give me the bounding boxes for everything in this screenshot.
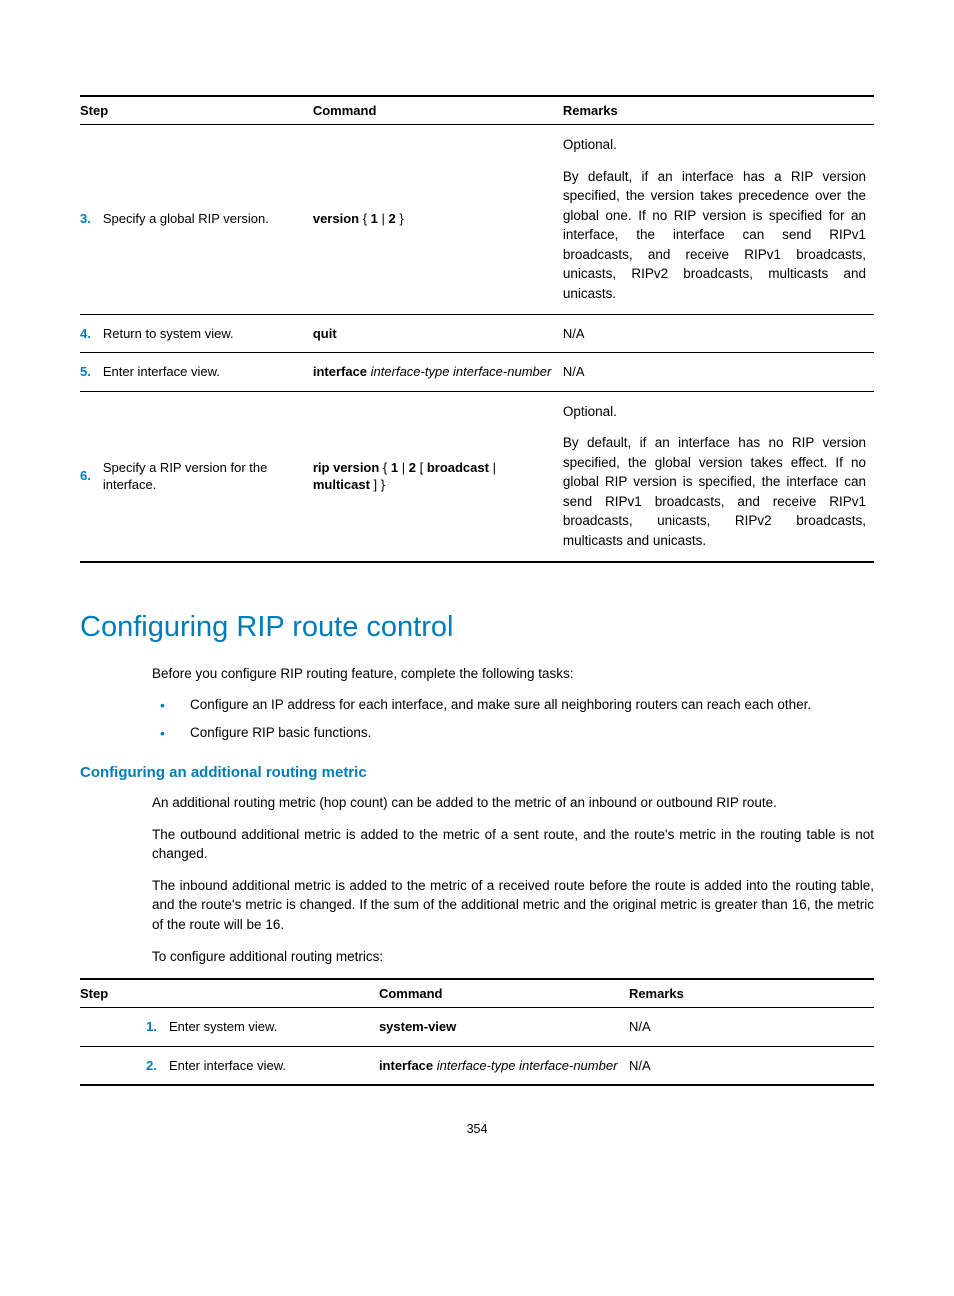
step-remarks: N/A [563, 314, 874, 353]
paragraph: To configure additional routing metrics: [152, 947, 874, 967]
step-description: Enter interface view. [103, 353, 313, 392]
col-command: Command [313, 96, 563, 125]
section-content: Before you configure RIP routing feature… [152, 664, 874, 743]
page-number: 354 [80, 1122, 874, 1136]
subsection-content: An additional routing metric (hop count)… [152, 793, 874, 966]
table: Step Command Remarks 3.Specify a global … [80, 95, 874, 563]
step-number: 3. [80, 125, 103, 315]
table-row: 1.Enter system view.system-viewN/A [80, 1008, 874, 1047]
list-item: Configure RIP basic functions. [152, 723, 874, 743]
table-header-row: Step Command Remarks [80, 979, 874, 1008]
step-description: Return to system view. [103, 314, 313, 353]
step-number: 6. [80, 391, 103, 561]
col-command: Command [379, 979, 629, 1008]
step-command: rip version { 1 | 2 [ broadcast | multic… [313, 391, 563, 561]
step-remarks: Optional.By default, if an interface has… [563, 125, 874, 315]
table-header-row: Step Command Remarks [80, 96, 874, 125]
step-description: Specify a RIP version for the interface. [103, 391, 313, 561]
steps-table-2: Step Command Remarks 1.Enter system view… [80, 978, 874, 1086]
table-body: 3.Specify a global RIP version.version {… [80, 125, 874, 562]
col-remarks: Remarks [629, 979, 874, 1008]
step-number: 5. [80, 353, 103, 392]
intro-paragraph: Before you configure RIP routing feature… [152, 664, 874, 684]
paragraph: The inbound additional metric is added t… [152, 876, 874, 935]
table-body: 1.Enter system view.system-viewN/A2.Ente… [80, 1008, 874, 1086]
col-remarks: Remarks [563, 96, 874, 125]
table: Step Command Remarks 1.Enter system view… [80, 978, 874, 1086]
step-number: 2. [80, 1046, 169, 1085]
paragraph: An additional routing metric (hop count)… [152, 793, 874, 813]
table-row: 2.Enter interface view.interface interfa… [80, 1046, 874, 1085]
step-command: interface interface-type interface-numbe… [379, 1046, 629, 1085]
step-remarks: N/A [629, 1046, 874, 1085]
steps-table-1: Step Command Remarks 3.Specify a global … [80, 95, 874, 563]
step-command: version { 1 | 2 } [313, 125, 563, 315]
step-remarks: N/A [563, 353, 874, 392]
paragraph: The outbound additional metric is added … [152, 825, 874, 864]
table-row: 3.Specify a global RIP version.version {… [80, 125, 874, 315]
col-step: Step [80, 96, 313, 125]
table-row: 5.Enter interface view.interface interfa… [80, 353, 874, 392]
subsection-heading: Configuring an additional routing metric [80, 764, 874, 781]
step-remarks: N/A [629, 1008, 874, 1047]
table-row: 6.Specify a RIP version for the interfac… [80, 391, 874, 561]
step-number: 1. [80, 1008, 169, 1047]
step-number: 4. [80, 314, 103, 353]
step-command: system-view [379, 1008, 629, 1047]
step-command: quit [313, 314, 563, 353]
task-list: Configure an IP address for each interfa… [152, 695, 874, 742]
col-step: Step [80, 979, 379, 1008]
step-remarks: Optional.By default, if an interface has… [563, 391, 874, 561]
list-item: Configure an IP address for each interfa… [152, 695, 874, 715]
step-description: Enter interface view. [169, 1046, 379, 1085]
step-description: Enter system view. [169, 1008, 379, 1047]
table-row: 4.Return to system view.quitN/A [80, 314, 874, 353]
section-heading: Configuring RIP route control [80, 611, 874, 644]
step-description: Specify a global RIP version. [103, 125, 313, 315]
step-command: interface interface-type interface-numbe… [313, 353, 563, 392]
